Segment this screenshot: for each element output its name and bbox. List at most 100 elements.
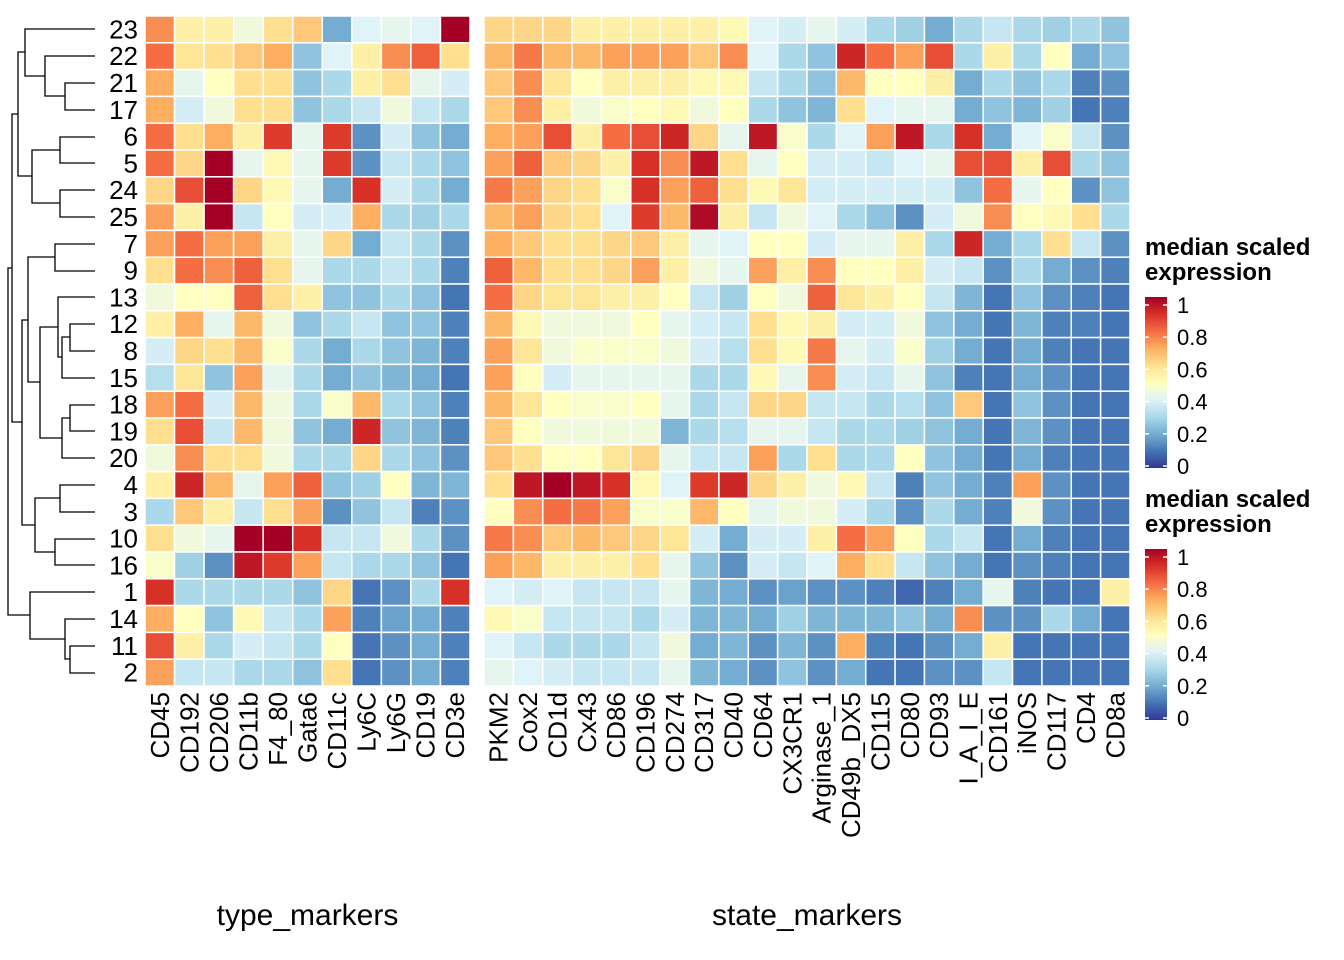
heatmap-cell	[718, 68, 750, 98]
heatmap-cell	[173, 256, 205, 285]
heatmap-cell	[512, 497, 544, 526]
heatmap-cell	[232, 444, 264, 473]
heatmap-cell	[291, 363, 324, 392]
heatmap-cell	[600, 497, 632, 526]
heatmap-cell	[776, 658, 808, 687]
heatmap-cell	[291, 229, 324, 258]
heatmap-cell	[923, 524, 955, 553]
heatmap-cell	[718, 417, 750, 446]
heatmap-cell	[1041, 524, 1073, 553]
heatmap-cell	[483, 283, 515, 312]
heatmap-cell	[894, 229, 926, 258]
heatmap-cell	[439, 176, 471, 205]
heatmap-cell	[718, 15, 750, 44]
heatmap-cell	[953, 470, 984, 500]
heatmap-cell	[541, 15, 573, 44]
heatmap-cell	[659, 68, 691, 98]
heatmap-cell	[512, 283, 544, 312]
heatmap-cell	[1099, 42, 1131, 71]
heatmap-cell	[953, 658, 984, 687]
heatmap-cell	[410, 417, 442, 446]
heatmap-cell	[600, 551, 632, 580]
heatmap-cell	[953, 551, 984, 580]
heatmap-cell	[439, 283, 471, 312]
heatmap-cell	[1070, 444, 1102, 473]
heatmap-cell	[439, 310, 471, 339]
column-label: PKM2	[484, 692, 514, 763]
heatmap-cell	[630, 524, 661, 553]
heatmap-cell	[410, 631, 442, 660]
heatmap-cell	[351, 122, 383, 151]
heatmap-cell	[923, 658, 955, 687]
legend-tick-label: 0	[1177, 454, 1189, 479]
heatmap-cell	[776, 363, 808, 392]
heatmap-cell	[439, 631, 471, 660]
heatmap-cell	[1011, 256, 1043, 285]
heatmap-cell	[718, 42, 750, 71]
heatmap-cell	[439, 417, 471, 446]
heatmap-cell	[203, 122, 235, 151]
heatmap-cell	[894, 390, 926, 419]
heatmap-cell	[1041, 149, 1073, 178]
heatmap-cell	[380, 578, 412, 607]
heatmap-cell	[1070, 604, 1102, 634]
heatmap-cell	[541, 122, 573, 151]
heatmap-cell	[718, 470, 750, 500]
heatmap-cell	[630, 229, 661, 258]
column-label: Cox2	[513, 692, 543, 753]
heatmap-cell	[659, 15, 691, 44]
heatmap-cell	[483, 578, 515, 607]
heatmap-cell	[1041, 444, 1073, 473]
heatmap-cell	[835, 390, 867, 419]
heatmap-cell	[953, 631, 984, 660]
heatmap-cell	[410, 551, 442, 580]
heatmap-cell	[321, 658, 353, 687]
heatmap-cell	[600, 470, 632, 500]
heatmap-cell	[806, 42, 838, 71]
heatmap-cell	[1099, 202, 1131, 232]
heatmap-cell	[923, 336, 955, 366]
heatmap-cell	[747, 631, 779, 660]
heatmap-cell	[659, 95, 691, 124]
heatmap-cell	[571, 444, 603, 473]
heatmap-cell	[380, 176, 412, 205]
heatmap-cell	[835, 202, 867, 232]
legend-colorbar	[1145, 549, 1167, 720]
heatmap-cell	[512, 176, 544, 205]
heatmap-cell	[321, 336, 353, 366]
heatmap-cell	[630, 202, 661, 232]
heatmap-cell	[923, 363, 955, 392]
heatmap-cell	[291, 310, 324, 339]
heatmap-cell	[321, 42, 353, 71]
heatmap-cell	[864, 390, 896, 419]
heatmap-cell	[483, 497, 515, 526]
column-label: CD40	[719, 692, 749, 758]
heatmap-cell	[688, 497, 720, 526]
heatmap-cell	[144, 363, 176, 392]
heatmap-cell	[630, 42, 661, 71]
heatmap-cell	[1070, 551, 1102, 580]
heatmap-cell	[1070, 658, 1102, 687]
heatmap-cell	[410, 42, 442, 71]
heatmap-cell	[410, 444, 442, 473]
heatmap-cell	[1070, 68, 1102, 98]
heatmap-cell	[439, 229, 471, 258]
heatmap-cell	[173, 310, 205, 339]
heatmap-cell	[600, 658, 632, 687]
heatmap-cell	[512, 444, 544, 473]
legend-tick-label: 0.8	[1177, 325, 1208, 350]
heatmap-cell	[600, 390, 632, 419]
heatmap-cell	[291, 604, 324, 634]
heatmap-cell	[410, 363, 442, 392]
heatmap-cell	[512, 42, 544, 71]
heatmap-cell	[351, 497, 383, 526]
heatmap-cell	[512, 604, 544, 634]
heatmap-cell	[806, 604, 838, 634]
heatmap-cell	[232, 95, 264, 124]
heatmap-cell	[203, 497, 235, 526]
row-dendrogram	[7, 28, 95, 674]
heatmap-cell	[321, 283, 353, 312]
heatmap-cell	[776, 524, 808, 553]
heatmap-cell	[321, 256, 353, 285]
heatmap-cell	[630, 176, 661, 205]
